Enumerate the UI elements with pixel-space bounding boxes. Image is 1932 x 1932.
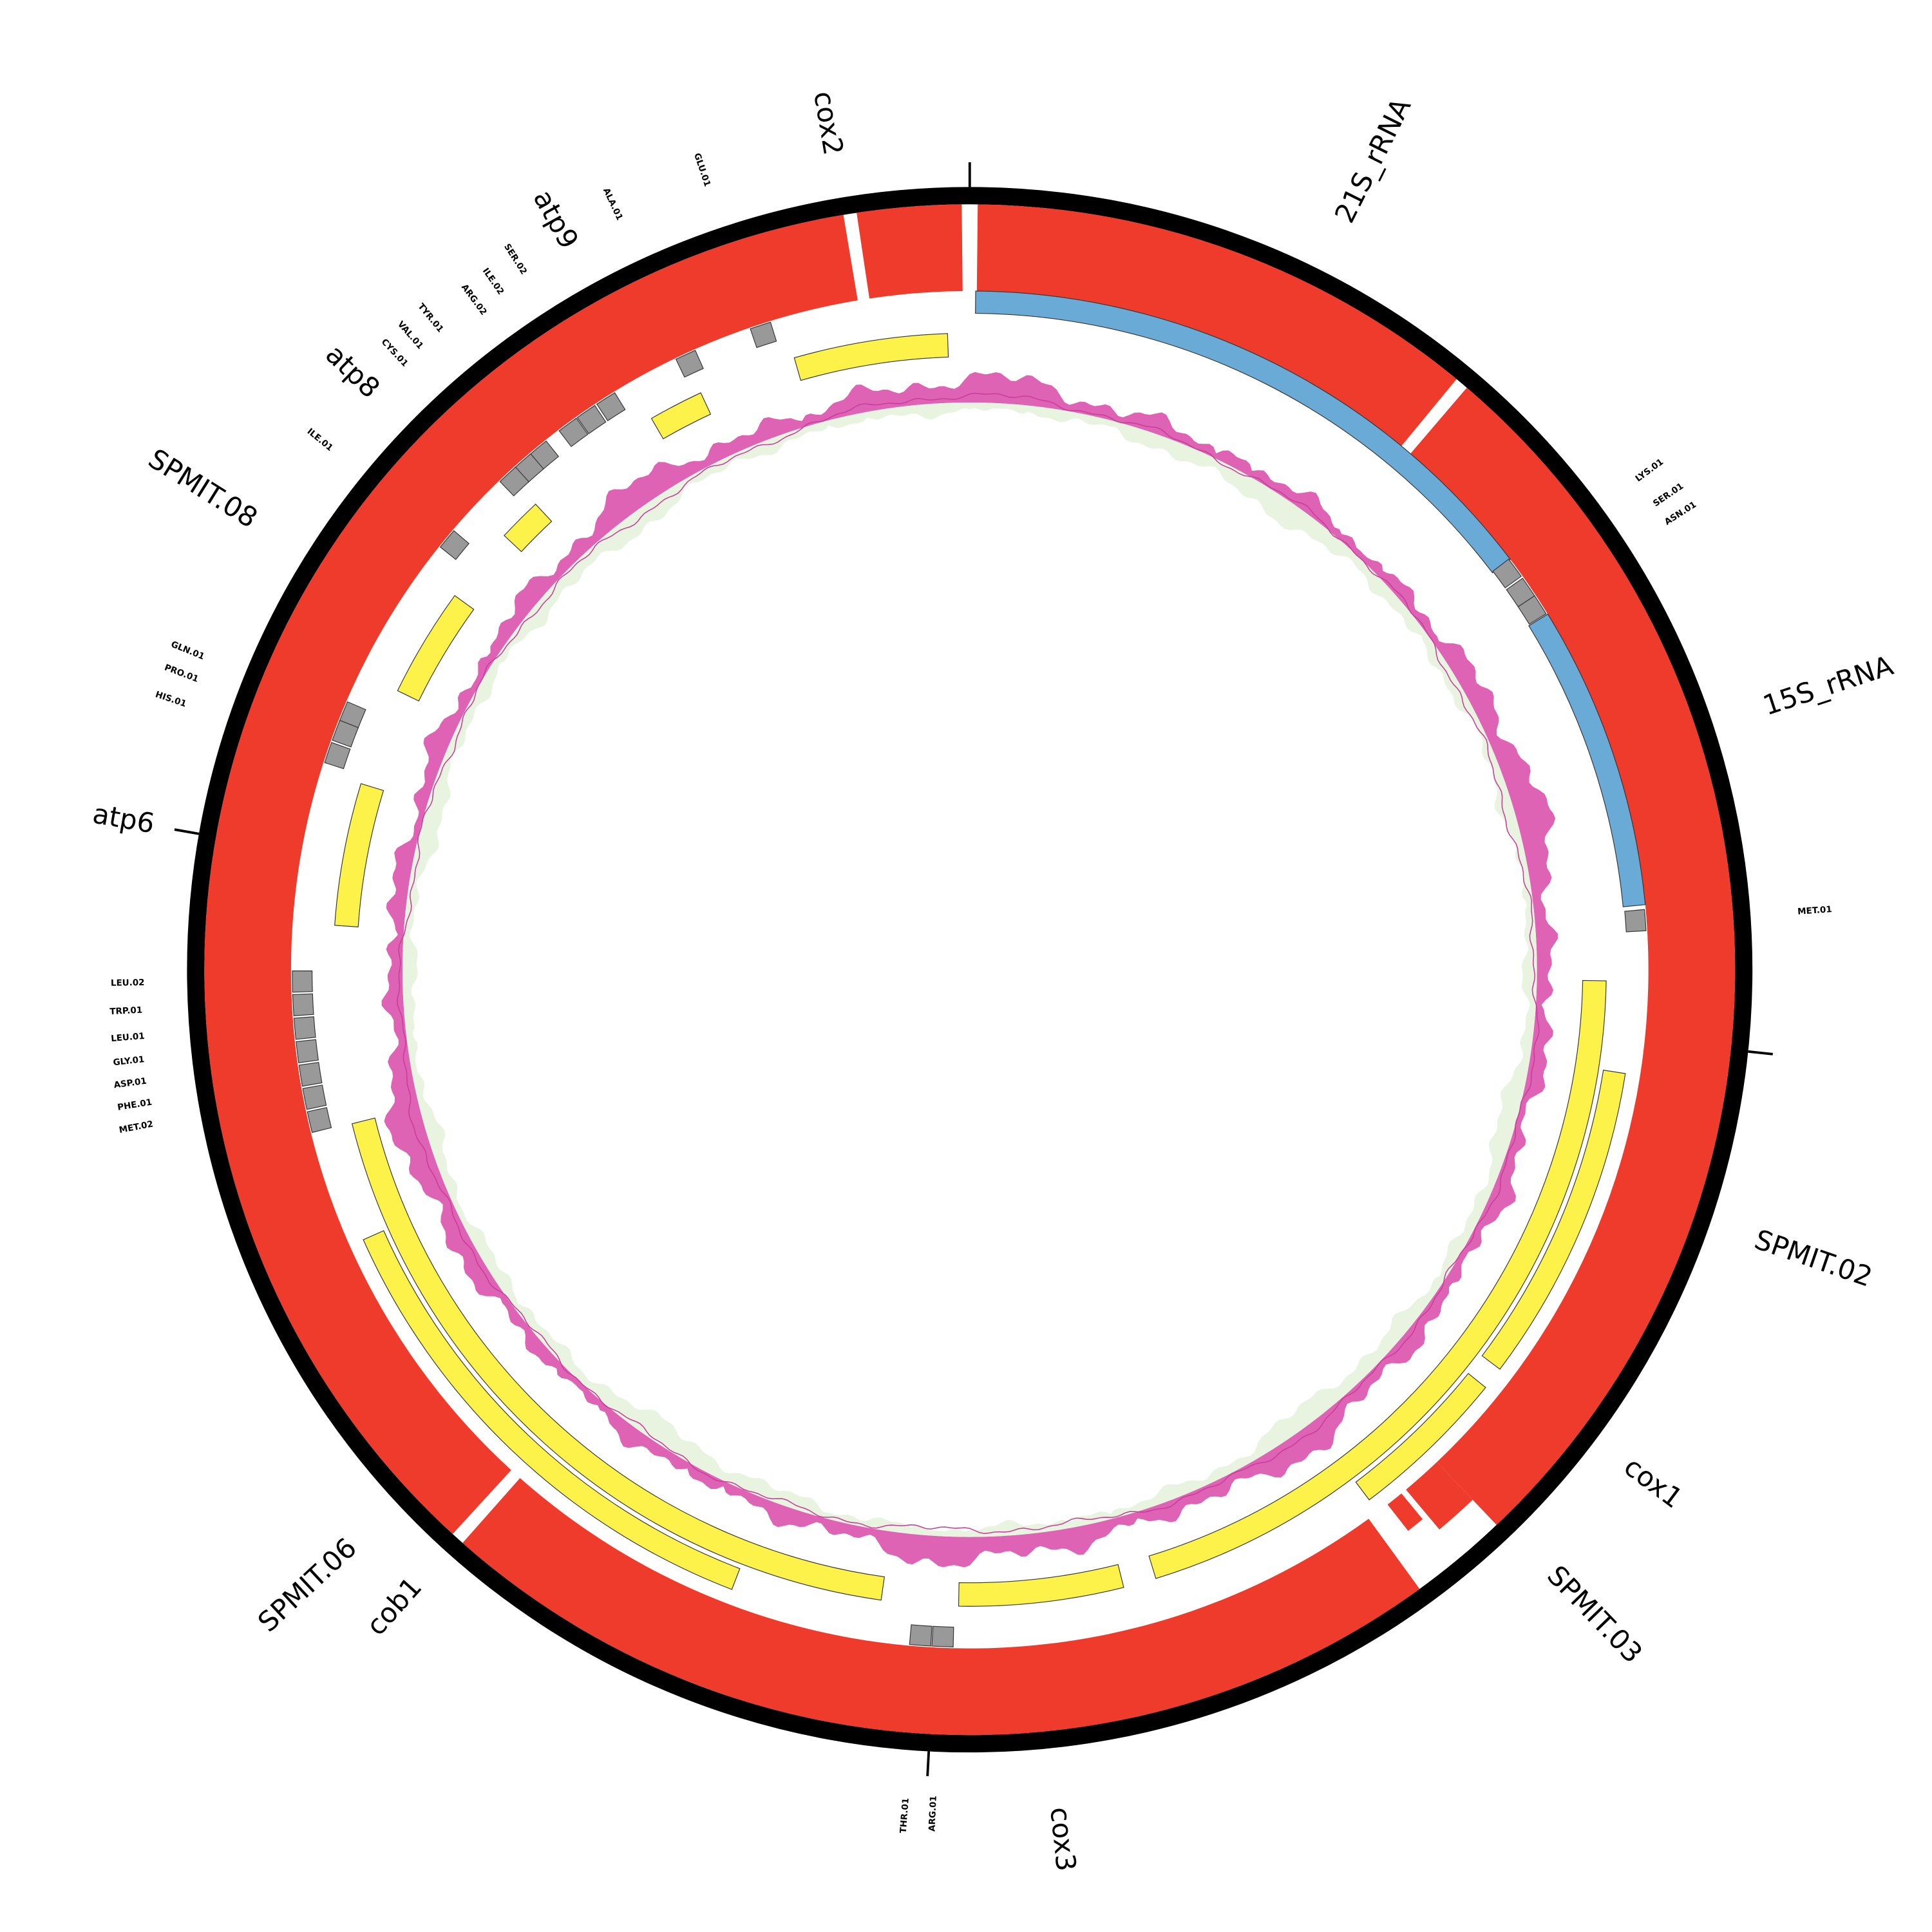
cds-arc [504,504,553,553]
trna-label: PRO.01 [163,663,200,684]
trna-box [1492,558,1522,589]
trna-label: SER.01 [1652,482,1686,509]
rrna-arc [1528,613,1646,907]
trna-label: ARG.01 [927,1795,938,1832]
trna-label: PHE.01 [117,1098,153,1113]
gene-ring-segment [857,204,963,299]
cds-arc [397,594,475,702]
gene-label: 21S_rRNA [1329,93,1417,228]
trna-label: GLY.01 [113,1055,145,1068]
trna-label: CYS.01 [379,337,410,369]
trna-label: LYS.01 [1634,457,1665,484]
trna-box [298,1062,323,1087]
trna-box [1517,595,1547,625]
ring-tick [174,828,200,835]
gene-ring-segment [1410,388,1736,1525]
trna-box [558,417,589,448]
cds-arc [351,1117,885,1601]
gene-ring-segment [462,1478,1420,1736]
trna-label: ARG.02 [459,283,488,317]
gene-label: SPMIT.06 [252,1532,363,1638]
trna-box [596,392,626,422]
trna-label: ASP.01 [113,1077,147,1091]
gene-label: cox3 [1044,1806,1082,1873]
trna-box [931,1625,954,1648]
gene-label: atp8 [319,338,386,404]
trna-label: VAL.01 [395,319,425,351]
trna-box [439,530,469,560]
gene-label: atp9 [527,184,585,254]
gene-label: SPMIT.02 [1750,1224,1876,1293]
trna-box [292,993,314,1016]
cds-arc [363,1230,741,1590]
gene-label: SPMIT.08 [143,442,263,534]
ring-tick [1748,1050,1773,1056]
trna-box [576,404,607,435]
gene-label: SPMIT.03 [1541,1559,1649,1669]
trna-box [750,321,777,348]
trna-box [499,466,529,497]
cds-arc [1481,1069,1626,1370]
trna-box [307,1107,332,1133]
trna-label: MET.02 [118,1120,154,1136]
gene-label: cox2 [808,89,849,158]
gene-ring-segment [1387,1493,1423,1531]
gc-skew-negative [402,402,1537,1537]
trna-label: ILE.02 [480,267,506,297]
trna-box [1624,909,1647,933]
ring-tick [926,1751,931,1777]
trna-label: HIS.01 [154,690,187,709]
trna-label: TRP.01 [109,1006,142,1017]
trna-box [675,350,704,378]
trna-label: MET.01 [1797,905,1832,917]
gene-ring-segment [204,214,858,1535]
outer-ring [187,187,1753,1753]
trna-label: ASN.01 [1663,500,1698,527]
cds-arc [1148,980,1607,1579]
gene-ring-segment [1406,1462,1473,1530]
gc-skew-positive [381,372,1558,1567]
trna-box [332,719,359,748]
gene-label: cob1 [360,1571,428,1642]
trna-label: GLU.01 [692,152,712,188]
trna-box [296,1039,319,1064]
trna-label: LEU.01 [111,1032,146,1044]
cds-arc [1355,1372,1486,1501]
cds-arc [650,392,712,440]
trna-label: ILE.01 [305,427,335,453]
gene-ring-segment [976,204,1457,446]
map-group: 21S_rRNA 15S_rRNA SPMIT.02 cox1 SPMIT.03 cox3… [90,89,1897,1873]
gc-content-line [397,392,1540,1534]
trna-label: ALA.01 [601,187,624,222]
trna-box [302,1084,327,1110]
cds-arc [793,333,949,381]
trna-box [324,742,351,770]
trna-label: LEU.02 [111,978,145,989]
gene-label: 15S_rRNA [1759,650,1897,722]
trna-box [292,970,313,993]
trna-box [293,1016,316,1040]
trna-label: TYR.01 [415,302,445,335]
trna-label: GLN.01 [169,639,205,662]
trna-label: SER.02 [502,242,528,276]
gene-label: atp6 [90,798,156,840]
cds-arc [334,783,384,928]
cds-arc [958,1564,1124,1607]
trna-box [339,701,366,730]
trna-box [909,1624,933,1647]
trna-label: THR.01 [899,1797,911,1833]
gene-label: cox1 [1618,1450,1689,1514]
